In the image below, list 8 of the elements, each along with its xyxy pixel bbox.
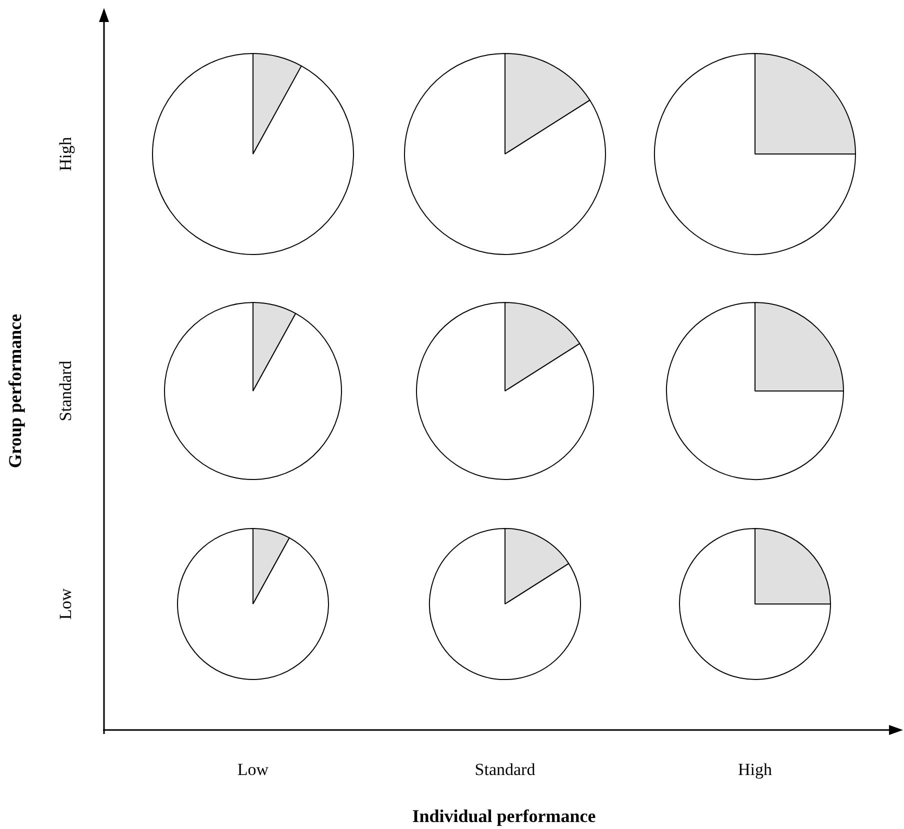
category-label: Standard <box>56 360 75 422</box>
category-label: Low <box>236 760 270 780</box>
category-label: Standard <box>474 760 536 780</box>
category-label: Low <box>56 588 75 620</box>
text: Group performance <box>4 312 26 470</box>
category-label: High <box>737 760 773 780</box>
category-label: High <box>56 137 75 171</box>
text: Individual performance <box>411 806 597 827</box>
